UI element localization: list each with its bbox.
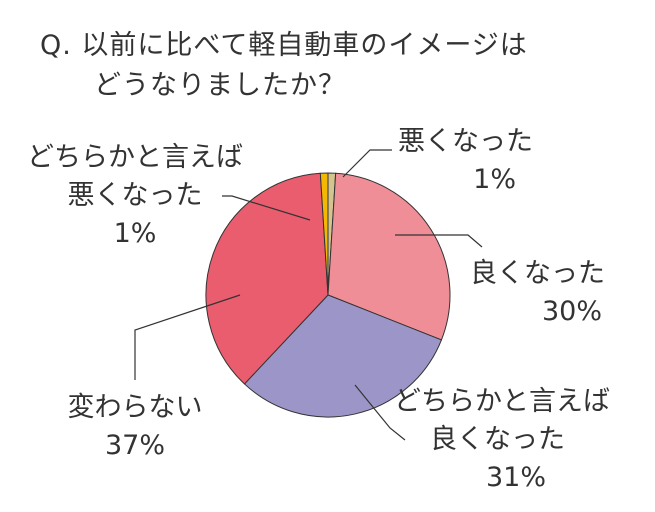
slice-name-label-4: 悪くなった (68, 180, 203, 211)
slice-pct-label-3: 37% (105, 430, 165, 461)
leader-line-1 (395, 234, 483, 248)
pie-slices (205, 172, 451, 418)
slice-name-label-1: 良くなった (470, 258, 605, 289)
slice-pct-label-0: 1% (473, 164, 516, 195)
leader-line-4 (222, 195, 311, 221)
slice-name-label-3: 変わらない (68, 392, 203, 423)
slice-name-label-4: どちらかと言えば (27, 142, 243, 173)
leader-line-3 (134, 294, 241, 380)
slice-labels: 悪くなった1%良くなった30%どちらかと言えば良くなった31%変わらない37%ど… (27, 126, 610, 493)
chart-title: Q. 以前に比べて軽自動車のイメージは どうなりましたか？ (40, 26, 528, 106)
slice-name-label-2: どちらかと言えば (394, 386, 610, 417)
pie-slice-4 (319, 172, 329, 296)
slice-pct-label-2: 31% (486, 462, 546, 493)
pie-slice-2 (243, 294, 443, 418)
slice-name-label-2: 良くなった (430, 424, 565, 455)
slice-pct-label-4: 1% (114, 218, 157, 249)
pie-slice-3 (205, 172, 329, 385)
slice-name-label-0: 悪くなった (398, 126, 533, 157)
chart-title-line-2: どうなりましたか？ (94, 70, 346, 101)
pie-slice-1 (327, 172, 451, 341)
leader-line-2 (354, 384, 406, 441)
leader-lines (134, 149, 483, 441)
slice-pct-label-1: 30% (542, 296, 602, 327)
chart-title-line-1: Q. 以前に比べて軽自動車のイメージは (40, 30, 528, 61)
leader-line-0 (342, 149, 392, 178)
